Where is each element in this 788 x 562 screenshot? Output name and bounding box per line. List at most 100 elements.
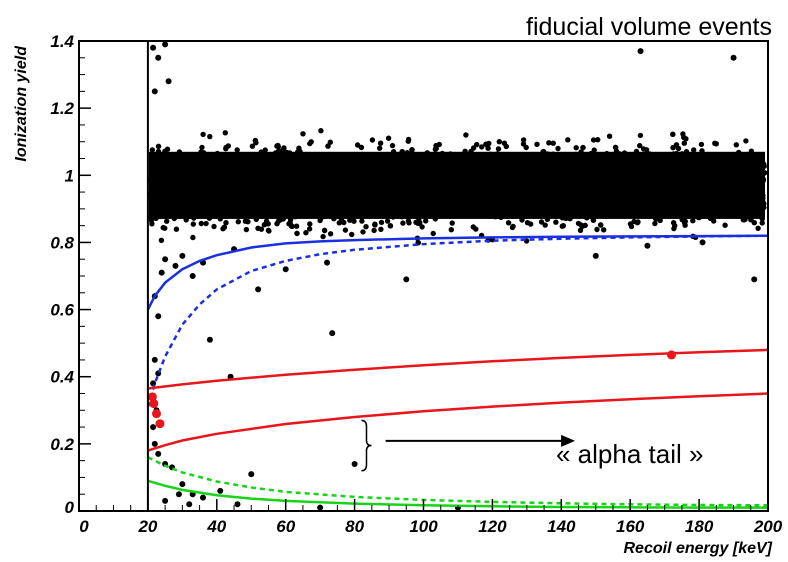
band-point xyxy=(201,171,207,177)
band-point xyxy=(445,172,451,178)
band-point xyxy=(363,224,369,230)
band-point xyxy=(371,227,377,234)
band-point xyxy=(490,205,497,211)
band-point xyxy=(402,203,408,210)
x-axis-label: Recoil energy [keV] xyxy=(624,540,773,557)
band-point xyxy=(588,187,594,193)
band-point xyxy=(406,192,412,199)
band-point xyxy=(668,201,675,207)
band-point xyxy=(285,187,291,193)
band-point xyxy=(183,217,189,223)
band-point xyxy=(453,172,460,178)
y-axis-label: Ionization yield xyxy=(13,45,30,162)
band-point xyxy=(743,194,749,201)
band-point xyxy=(609,168,615,175)
band-point xyxy=(410,157,416,163)
band-point xyxy=(577,191,584,197)
band-point xyxy=(749,197,755,203)
band-point xyxy=(759,216,765,222)
data-point xyxy=(351,461,358,467)
band-point xyxy=(379,181,386,187)
band-point xyxy=(505,193,511,199)
band-point xyxy=(358,144,365,151)
band-point xyxy=(574,166,580,172)
band-point xyxy=(153,179,159,185)
band-point xyxy=(338,216,345,222)
y-tick-label: 0.4 xyxy=(50,368,74,387)
band-point xyxy=(433,166,439,172)
band-point xyxy=(554,192,561,198)
band-point xyxy=(576,202,582,208)
band-point xyxy=(667,195,673,201)
band-point xyxy=(463,192,469,199)
band-point xyxy=(168,211,174,217)
band-point xyxy=(421,183,427,189)
y-tick-label: 0.2 xyxy=(50,435,74,454)
band-point xyxy=(625,178,631,184)
band-point xyxy=(644,194,650,200)
band-point xyxy=(423,218,429,224)
band-point xyxy=(221,208,227,215)
band-point xyxy=(260,170,267,176)
band-point xyxy=(733,155,740,161)
band-point xyxy=(254,202,261,208)
band-point xyxy=(714,169,720,175)
band-point xyxy=(339,190,345,196)
band-point xyxy=(613,184,619,190)
band-point xyxy=(636,183,642,189)
band-point xyxy=(227,209,233,216)
band-point xyxy=(197,167,204,174)
band-point xyxy=(164,154,170,160)
band-point xyxy=(190,186,197,192)
band-point xyxy=(265,221,271,227)
band-point xyxy=(506,177,513,183)
band-point xyxy=(198,220,204,227)
band-point xyxy=(275,143,281,150)
band-point xyxy=(718,171,725,177)
band-point xyxy=(583,206,590,212)
band-point xyxy=(161,159,168,165)
band-point xyxy=(523,209,530,216)
band-point xyxy=(686,200,692,206)
band-point xyxy=(364,210,370,216)
band-point xyxy=(637,157,643,163)
band-point xyxy=(643,157,650,163)
band-point xyxy=(249,198,255,205)
band-point xyxy=(422,160,428,166)
band-point xyxy=(332,167,338,173)
band-point xyxy=(459,201,465,207)
band-point xyxy=(592,193,598,199)
band-point xyxy=(186,195,192,201)
band-point xyxy=(283,209,290,215)
band-point xyxy=(433,200,439,206)
alpha-tail-label: « alpha tail » xyxy=(556,439,703,469)
dense-event-band xyxy=(147,128,768,246)
band-point xyxy=(335,193,342,199)
band-point xyxy=(710,178,717,184)
x-tick-label: 0 xyxy=(79,517,89,536)
band-point xyxy=(656,203,663,209)
band-point xyxy=(257,159,263,165)
band-point xyxy=(300,186,306,192)
band-point xyxy=(495,174,501,180)
data-point xyxy=(186,501,193,508)
band-point xyxy=(304,212,310,218)
band-point xyxy=(691,147,697,153)
band-point xyxy=(590,137,597,143)
band-point xyxy=(542,162,548,168)
band-point xyxy=(241,180,247,187)
band-point xyxy=(619,170,625,176)
band-point xyxy=(149,168,156,175)
band-point xyxy=(214,196,220,203)
band-point xyxy=(515,162,522,168)
band-point xyxy=(289,198,296,205)
band-point xyxy=(399,149,405,155)
band-point xyxy=(360,203,366,209)
band-point xyxy=(532,166,538,172)
band-point xyxy=(303,230,309,236)
band-point xyxy=(290,182,296,188)
band-point xyxy=(271,194,277,200)
band-point xyxy=(471,154,477,160)
band-point xyxy=(748,187,754,194)
band-point xyxy=(582,162,588,168)
